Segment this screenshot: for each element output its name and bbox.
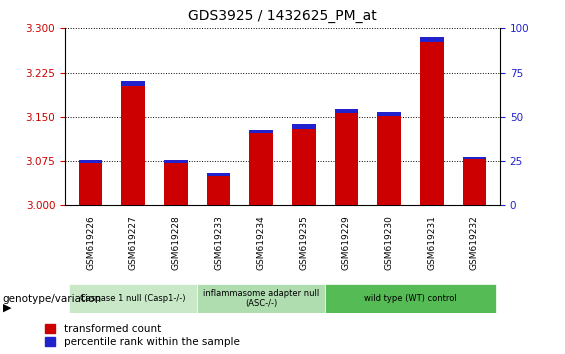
- Bar: [121, 86, 145, 205]
- Bar: [420, 37, 444, 42]
- Text: GDS3925 / 1432625_PM_at: GDS3925 / 1432625_PM_at: [188, 9, 377, 23]
- Bar: [334, 113, 358, 205]
- Text: genotype/variation: genotype/variation: [3, 294, 102, 304]
- Bar: [79, 160, 102, 164]
- Text: wild type (WT) control: wild type (WT) control: [364, 294, 457, 303]
- Bar: [249, 130, 273, 133]
- Bar: [334, 109, 358, 113]
- Text: ▶: ▶: [3, 303, 11, 313]
- FancyBboxPatch shape: [69, 284, 197, 313]
- Bar: [292, 125, 316, 129]
- Bar: [121, 81, 145, 86]
- Bar: [420, 42, 444, 205]
- Bar: [79, 164, 102, 205]
- Bar: [292, 129, 316, 205]
- Text: inflammasome adapter null
(ASC-/-): inflammasome adapter null (ASC-/-): [203, 289, 319, 308]
- Bar: [164, 160, 188, 164]
- FancyBboxPatch shape: [325, 284, 496, 313]
- Text: Caspase 1 null (Casp1-/-): Caspase 1 null (Casp1-/-): [80, 294, 186, 303]
- FancyBboxPatch shape: [197, 284, 325, 313]
- Bar: [164, 164, 188, 205]
- Bar: [377, 112, 401, 116]
- Legend: transformed count, percentile rank within the sample: transformed count, percentile rank withi…: [45, 324, 240, 347]
- Bar: [463, 159, 486, 205]
- Bar: [377, 116, 401, 205]
- Bar: [463, 157, 486, 159]
- Bar: [249, 133, 273, 205]
- Bar: [207, 173, 231, 176]
- Bar: [207, 176, 231, 205]
